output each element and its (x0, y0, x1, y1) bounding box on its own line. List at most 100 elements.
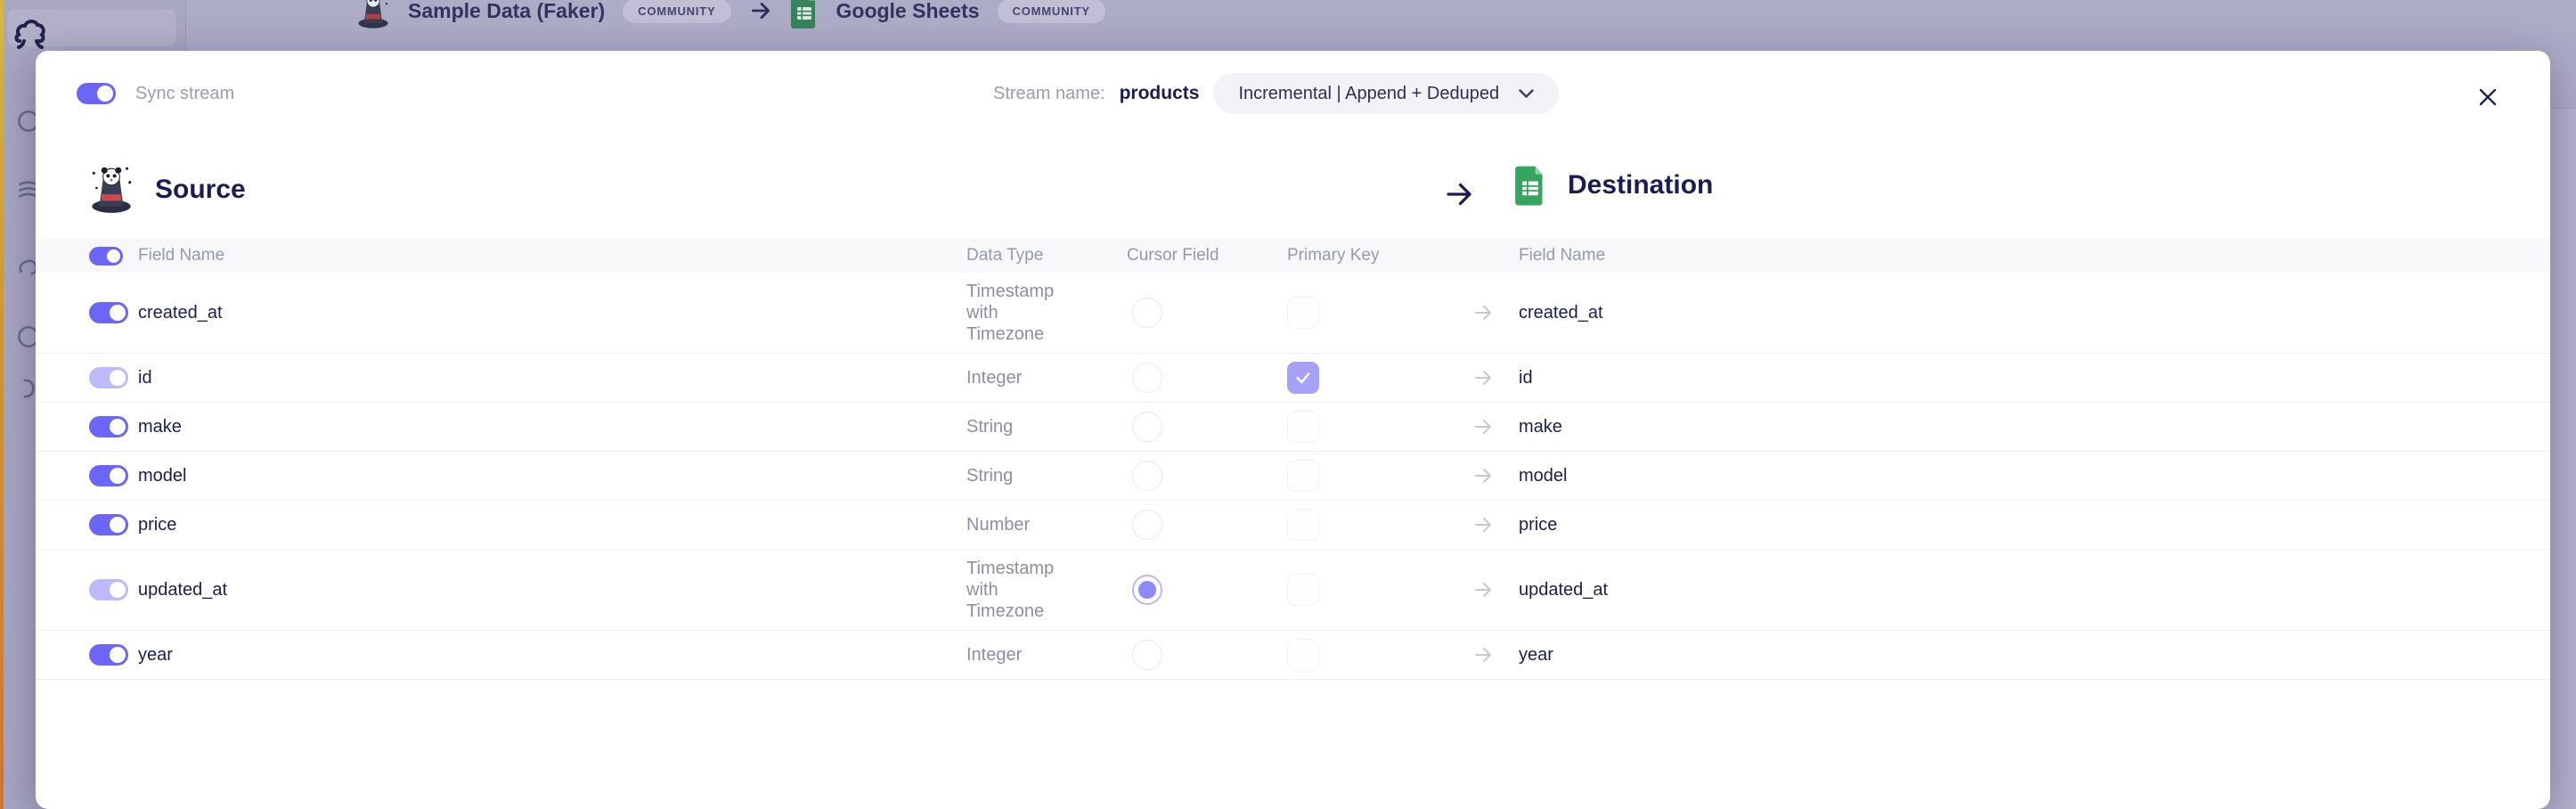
source-field-name: price (138, 514, 177, 535)
source-field-name: make (138, 416, 182, 437)
toggle-knob (97, 86, 113, 102)
sidebar-settings-icon (23, 379, 35, 398)
field-mapping-arrow-icon (1475, 648, 1491, 662)
data-type-value: Number (966, 515, 1031, 535)
sync-mode-dropdown[interactable]: Incremental | Append + Deduped (1213, 73, 1560, 114)
source-field-name: created_at (138, 302, 223, 323)
destination-field-name: updated_at (1519, 579, 1609, 600)
destination-title: Destination (1568, 170, 1714, 200)
table-row: updated_at Timestamp with Timezone updat… (36, 550, 2550, 631)
destination-community-badge: COMMUNITY (997, 0, 1105, 23)
toggle-knob (110, 305, 126, 321)
table-row: id Integer id (36, 354, 2550, 403)
table-row: created_at Timestamp with Timezone creat… (36, 273, 2550, 354)
google-sheets-connector-icon (790, 0, 815, 29)
primary-key-checkbox[interactable] (1287, 362, 1319, 394)
table-row: price Number price (36, 501, 2550, 550)
row-sync-toggle[interactable] (89, 514, 128, 535)
source-community-badge: COMMUNITY (623, 0, 731, 23)
destination-field-name: id (1519, 367, 1533, 388)
cursor-field-radio[interactable] (1132, 510, 1162, 540)
airbyte-logo-icon (14, 20, 45, 49)
field-mapping-arrow-icon (1475, 518, 1491, 532)
toggle-knob (110, 517, 126, 533)
sync-stream-toggle[interactable] (77, 83, 116, 104)
sync-stream-label: Sync stream (135, 83, 235, 103)
data-type-value: Timestamp with Timezone (966, 559, 1055, 621)
modal-header: Sync stream Stream name: products Increm… (36, 51, 2550, 151)
chevron-down-icon (1519, 88, 1534, 98)
destination-field-name: make (1519, 416, 1562, 437)
cursor-field-radio[interactable] (1132, 412, 1162, 442)
header-data-type: Data Type (966, 246, 1044, 265)
table-row: year Integer year (36, 631, 2550, 680)
source-field-name: updated_at (138, 579, 228, 600)
toggle-knob (110, 370, 126, 386)
faker-source-icon (92, 167, 132, 213)
toggle-knob (107, 249, 120, 263)
destination-field-name: year (1519, 644, 1553, 665)
source-connector-name: Sample Data (Faker) (408, 0, 606, 22)
cursor-field-radio[interactable] (1132, 640, 1162, 670)
source-to-destination-arrow-icon (1447, 183, 1471, 206)
data-type-value: Integer (966, 645, 1023, 665)
data-type-value: String (966, 417, 1014, 437)
primary-key-checkbox[interactable] (1287, 297, 1319, 329)
close-icon[interactable] (2472, 81, 2504, 113)
source-field-name: year (138, 644, 173, 665)
primary-key-checkbox[interactable] (1287, 411, 1319, 443)
connection-breadcrumb: Sample Data (Faker) COMMUNITY Google She… (356, 0, 1105, 32)
row-sync-toggle[interactable] (89, 579, 128, 601)
destination-connector-name: Google Sheets (836, 0, 980, 22)
faker-connector-icon (358, 0, 388, 29)
destination-field-name: created_at (1519, 302, 1603, 323)
toggle-knob (110, 468, 126, 484)
cursor-field-radio[interactable] (1132, 363, 1162, 393)
toggle-knob (110, 647, 126, 663)
primary-key-checkbox[interactable] (1287, 639, 1319, 671)
toggle-knob (110, 582, 126, 598)
checkmark-icon (1296, 372, 1310, 384)
destination-field-name: model (1519, 465, 1568, 486)
table-header-row: Field Name Data Type Cursor Field Primar… (36, 239, 2550, 273)
google-sheets-destination-icon (1515, 166, 1543, 206)
stream-config-modal: Sync stream Stream name: products Increm… (36, 51, 2550, 809)
sync-mode-value: Incremental | Append + Deduped (1238, 83, 1500, 103)
primary-key-checkbox[interactable] (1287, 574, 1319, 606)
cursor-field-radio[interactable] (1132, 461, 1162, 491)
field-rows: created_at Timestamp with Timezone creat… (36, 273, 2550, 680)
field-mapping-arrow-icon (1475, 583, 1491, 597)
table-row: model String model (36, 452, 2550, 501)
toggle-knob (110, 419, 126, 435)
data-type-value: String (966, 466, 1014, 486)
field-mapping-arrow-icon (1475, 469, 1491, 483)
header-dest-field-name: Field Name (1519, 246, 1606, 265)
row-sync-toggle[interactable] (89, 302, 128, 323)
stream-name-value: products (1119, 83, 1200, 103)
cursor-field-radio[interactable] (1132, 298, 1162, 328)
row-sync-toggle[interactable] (89, 465, 128, 486)
table-row: make String make (36, 403, 2550, 452)
header-cursor-field: Cursor Field (1127, 246, 1219, 265)
fields-table: Field Name Data Type Cursor Field Primar… (36, 239, 2550, 680)
cursor-field-radio[interactable] (1132, 575, 1162, 605)
row-sync-toggle[interactable] (89, 416, 128, 437)
data-type-value: Integer (966, 368, 1023, 388)
source-destination-header: Source Destination (36, 151, 2550, 239)
source-field-name: model (138, 465, 187, 486)
header-field-name: Field Name (138, 246, 225, 265)
source-field-name: id (138, 367, 152, 388)
stream-name-label: Stream name: (993, 83, 1105, 103)
field-mapping-arrow-icon (1475, 420, 1491, 434)
primary-key-checkbox[interactable] (1287, 460, 1319, 492)
row-sync-toggle[interactable] (89, 367, 128, 388)
header-primary-key: Primary Key (1287, 246, 1380, 265)
all-fields-toggle[interactable] (89, 246, 123, 266)
source-title: Source (155, 175, 246, 204)
primary-key-checkbox[interactable] (1287, 509, 1319, 541)
sidebar-accent-stripe (0, 0, 4, 809)
data-type-value: Timestamp with Timezone (966, 282, 1055, 344)
arrow-right-icon (751, 3, 770, 19)
row-sync-toggle[interactable] (89, 644, 128, 666)
